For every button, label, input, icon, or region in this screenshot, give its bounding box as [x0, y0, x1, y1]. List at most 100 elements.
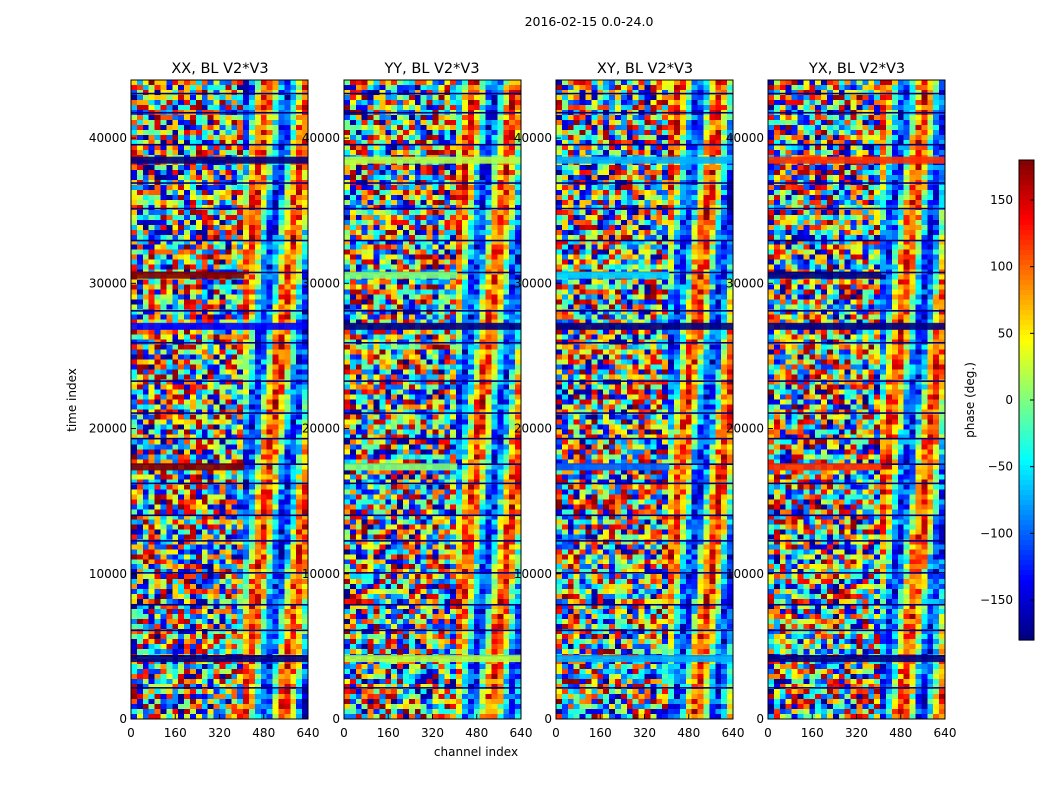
flag-line: [131, 207, 308, 210]
band: [556, 463, 670, 471]
colorbar: 150 100 50 0 −50 −100 −150: [980, 159, 1035, 641]
colorbar-segment: [1019, 575, 1034, 581]
colorbar-segment: [1019, 210, 1034, 216]
flag-line: [344, 482, 521, 485]
x-tick-label: 0: [340, 726, 348, 740]
band: [768, 463, 882, 471]
flag-line: [131, 437, 308, 440]
x-tick-label: 640: [297, 726, 320, 740]
flag-line: [768, 182, 945, 184]
band: [556, 322, 733, 330]
colorbar-segment: [1019, 380, 1034, 386]
panel-yx: YX, BL V2*V3 0 160 320 480 640 0 10000 20000 300…: [726, 61, 957, 740]
flag-line: [556, 207, 733, 210]
colorbar-segment: [1019, 555, 1034, 561]
y-tick-label: 40000: [302, 131, 340, 145]
colorbar-segment: [1019, 175, 1034, 181]
x-tick-label: 320: [421, 726, 444, 740]
colorbar-segment: [1019, 470, 1034, 476]
flag-line: [556, 412, 733, 414]
flag-line: [131, 380, 308, 382]
y-tick-label: 10000: [514, 567, 552, 581]
flag-line: [556, 310, 733, 312]
colorbar-segment: [1019, 400, 1034, 406]
flag-line: [556, 482, 733, 485]
panel-title-yy: YY, BL V2*V3: [383, 61, 479, 77]
flag-line: [344, 143, 521, 146]
colorbar-segment: [1019, 440, 1034, 446]
colorbar-segment: [1019, 485, 1034, 491]
flag-line: [344, 380, 521, 382]
colorbar-segment: [1019, 360, 1034, 366]
colorbar-segment: [1019, 280, 1034, 286]
band: [344, 271, 458, 279]
colorbar-segment: [1019, 395, 1034, 401]
colorbar-segment: [1019, 185, 1034, 191]
colorbar-segment: [1019, 335, 1034, 341]
flag-line: [556, 437, 733, 440]
colorbar-segment: [1019, 615, 1034, 621]
flag-line: [344, 92, 521, 95]
band: [131, 271, 245, 279]
flag-line: [131, 540, 308, 542]
colorbar-segment: [1019, 250, 1034, 256]
colorbar-segment: [1019, 425, 1034, 431]
colorbar-segment: [1019, 190, 1034, 196]
x-tick-label: 320: [208, 726, 231, 740]
flag-line: [768, 111, 945, 114]
x-tick-label: 0: [552, 726, 560, 740]
colorbar-segment: [1019, 200, 1034, 206]
y-tick-label: 20000: [726, 422, 764, 436]
x-tick-label: 480: [889, 726, 912, 740]
flag-line: [768, 143, 945, 146]
panel-xx: XX, BL V2*V3 0 160 320 480 640 0 10000 20000 300…: [89, 61, 320, 740]
flag-line: [556, 629, 733, 632]
colorbar-segment: [1019, 315, 1034, 321]
colorbar-segment: [1019, 630, 1034, 636]
flag-line: [768, 92, 945, 95]
flag-line: [344, 572, 521, 574]
band: [768, 271, 882, 279]
band: [344, 463, 458, 471]
y-tick-label: 0: [119, 712, 127, 726]
colorbar-tick-label: −100: [980, 526, 1013, 540]
heatmap-image: [131, 80, 308, 719]
flag-line: [344, 514, 521, 517]
y-tick-label: 0: [332, 712, 340, 726]
flag-line: [556, 182, 733, 184]
colorbar-segment: [1019, 375, 1034, 381]
y-tick-label: 20000: [514, 422, 552, 436]
colorbar-segment: [1019, 410, 1034, 416]
y-tick-label: 40000: [89, 131, 127, 145]
colorbar-segment: [1019, 245, 1034, 251]
x-tick-label: 480: [252, 726, 275, 740]
x-tick-label: 480: [465, 726, 488, 740]
flag-line: [556, 380, 733, 382]
y-tick-label: 10000: [302, 567, 340, 581]
colorbar-segment: [1019, 405, 1034, 411]
band: [131, 463, 245, 471]
colorbar-tick-label: 100: [990, 260, 1013, 274]
colorbar-tick-label: 0: [1005, 393, 1013, 407]
x-tick-label: 160: [164, 726, 187, 740]
y-tick-label: 20000: [89, 422, 127, 436]
colorbar-segment: [1019, 605, 1034, 611]
x-tick-label: 160: [377, 726, 400, 740]
x-tick-label: 640: [722, 726, 745, 740]
colorbar-segment: [1019, 180, 1034, 186]
flag-line: [131, 92, 308, 95]
colorbar-segment: [1019, 520, 1034, 526]
figure-title: 2016-02-15 0.0-24.0: [525, 14, 654, 29]
colorbar-segment: [1019, 445, 1034, 451]
colorbar-segment: [1019, 530, 1034, 536]
flag-line: [768, 380, 945, 382]
flag-line: [344, 540, 521, 542]
flag-line: [344, 239, 521, 242]
flag-line: [556, 572, 733, 574]
flag-line: [131, 412, 308, 414]
flag-line: [768, 239, 945, 242]
flag-line: [556, 540, 733, 542]
x-tick-label: 160: [589, 726, 612, 740]
colorbar-segment: [1019, 515, 1034, 521]
